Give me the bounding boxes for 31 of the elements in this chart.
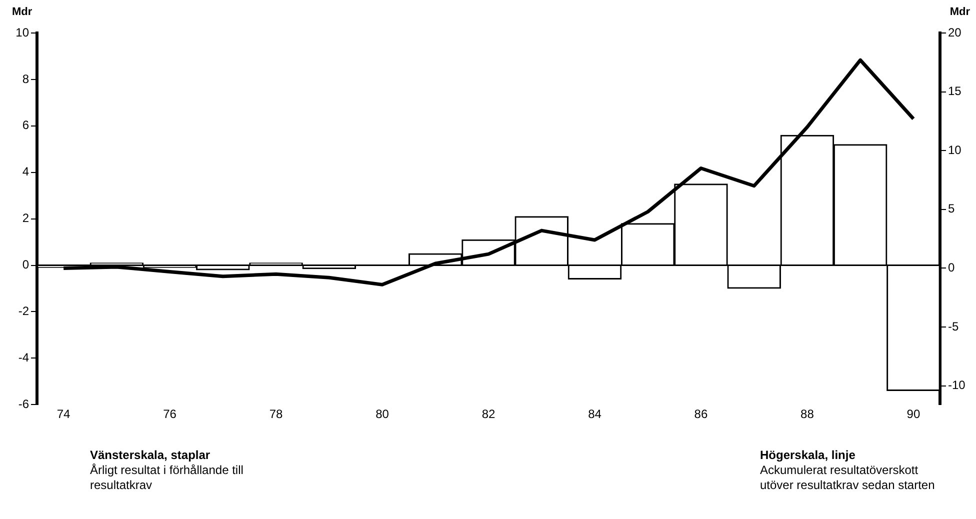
x-tick-label: 82: [482, 407, 496, 422]
text: Högerskala, linje: [760, 448, 856, 463]
text: Ackumulerat resultatöverskott utöver resultatkrav sedan starten: [760, 463, 935, 492]
x-tick-label: 84: [588, 407, 602, 422]
y2-tick-label: 10: [948, 142, 962, 157]
y2-tick-label: 20: [948, 25, 962, 40]
y2-tick-label: -10: [948, 378, 966, 392]
y2-tick-label: 0: [948, 260, 955, 274]
x-tick-label: 76: [163, 407, 177, 422]
y-tick-label: 2: [22, 211, 30, 226]
y-tick-label: -2: [18, 304, 30, 318]
text: Årligt resultat i förhållande till resultatkrav: [90, 463, 244, 492]
y-tick-label: 0: [22, 258, 30, 272]
text: Vänsterskala, staplar: [90, 448, 212, 463]
y-tick-label: -6: [18, 396, 30, 411]
y-tick-label: -4: [18, 350, 30, 364]
y2-tick-label: -5: [948, 319, 959, 334]
y-tick-label: 4: [22, 164, 30, 179]
y2-tick-label: 5: [948, 202, 955, 216]
y-tick-label: 8: [22, 72, 30, 86]
x-tick-label: 88: [800, 407, 814, 422]
x-tick-label: 74: [56, 407, 71, 422]
y2-axis-title: Mdr: [950, 6, 971, 18]
y2-tick-label: 15: [948, 84, 962, 98]
x-tick-label: 90: [906, 407, 920, 422]
x-tick-label: 86: [694, 407, 708, 422]
x-tick-label: 78: [269, 407, 284, 422]
y-axis-title: Mdr: [12, 6, 33, 18]
x-tick-label: 80: [376, 407, 390, 422]
y-tick-label: 10: [16, 25, 30, 40]
y-tick-label: 6: [22, 118, 30, 132]
